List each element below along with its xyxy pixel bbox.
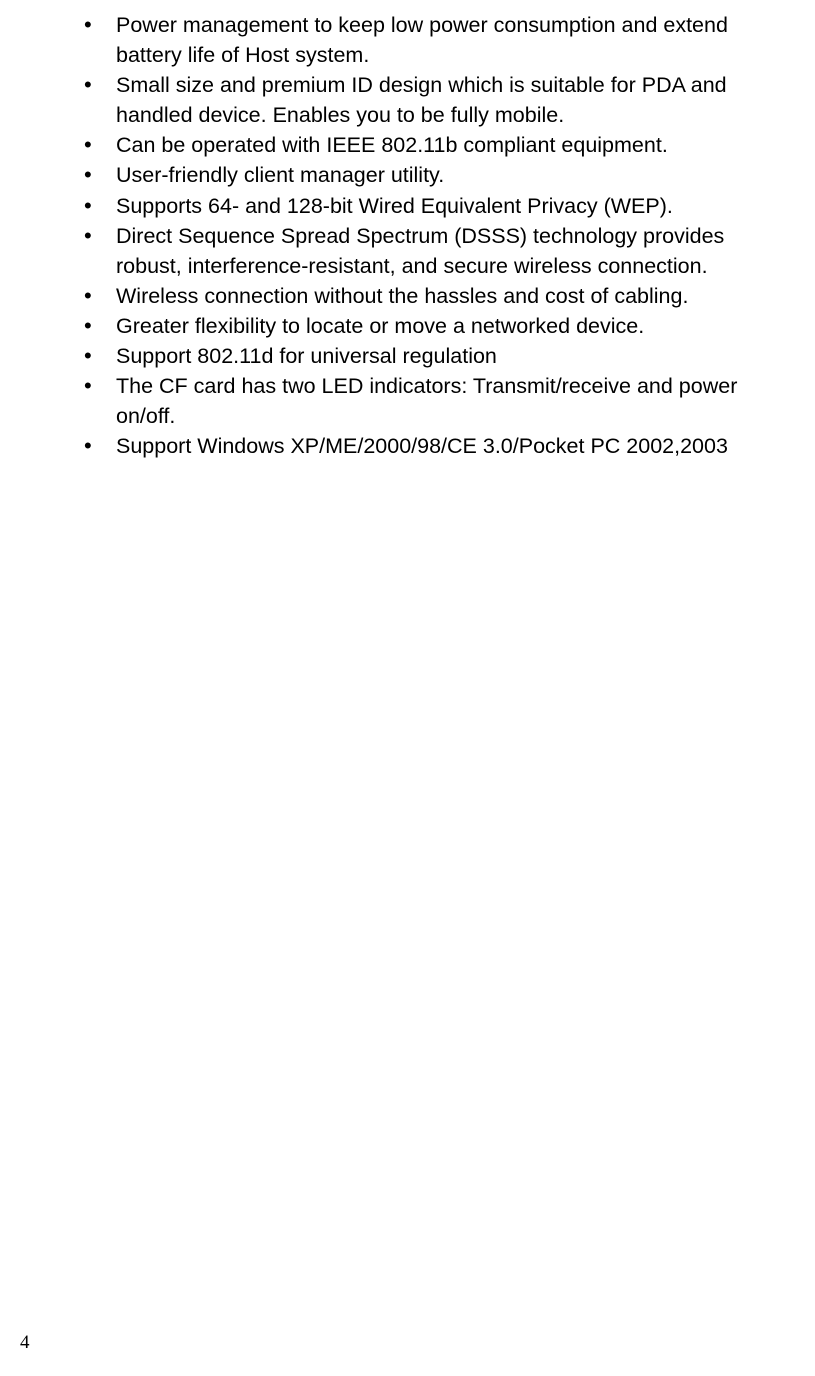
list-item: Power management to keep low power consu… <box>80 10 780 70</box>
list-item: Support Windows XP/ME/2000/98/CE 3.0/Poc… <box>80 431 780 461</box>
list-item: Direct Sequence Spread Spectrum (DSSS) t… <box>80 221 780 281</box>
feature-list: Power management to keep low power consu… <box>80 10 780 461</box>
list-item: Wireless connection without the hassles … <box>80 281 780 311</box>
list-item: The CF card has two LED indicators: Tran… <box>80 371 780 431</box>
list-item: Greater flexibility to locate or move a … <box>80 311 780 341</box>
page-content: Power management to keep low power consu… <box>0 0 815 461</box>
list-item: Can be operated with IEEE 802.11b compli… <box>80 130 780 160</box>
list-item: Support 802.11d for universal regulation <box>80 341 780 371</box>
list-item: Supports 64- and 128-bit Wired Equivalen… <box>80 191 780 221</box>
list-item: Small size and premium ID design which i… <box>80 70 780 130</box>
list-item: User-friendly client manager utility. <box>80 160 780 190</box>
page-number: 4 <box>20 1332 30 1354</box>
